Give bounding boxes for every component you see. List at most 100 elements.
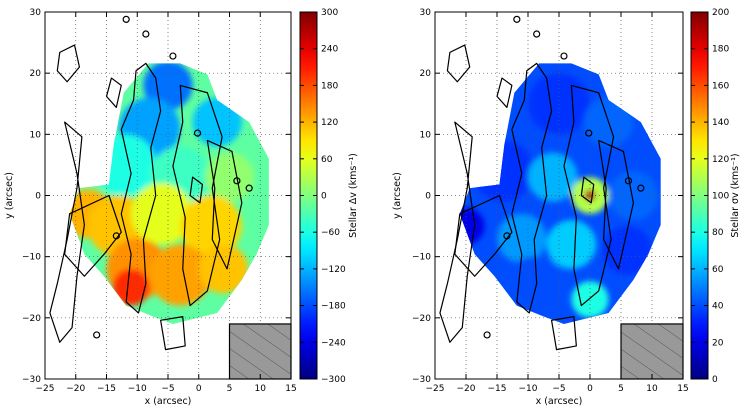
colorbar-tick-label: 100 xyxy=(712,192,729,202)
contour xyxy=(56,44,81,83)
colorbar-tick-label: 0 xyxy=(321,192,327,202)
field-blob xyxy=(459,237,462,252)
panel-1: −25 −20 −15 −10 −5 0 5 10 15 −30 −20 −10 0 10 20 30 x (a… xyxy=(4,8,359,407)
x-tick-label: −10 xyxy=(128,384,147,394)
colorbar-tick-label: 240 xyxy=(321,45,338,55)
contour-knot xyxy=(624,177,633,185)
field-blob xyxy=(528,73,590,135)
contour xyxy=(496,77,513,109)
contour-knot xyxy=(142,30,150,38)
field-blob xyxy=(149,244,212,306)
field-blob xyxy=(528,152,578,202)
y-tick-label: −10 xyxy=(22,253,41,263)
y-tick-label: −20 xyxy=(22,314,41,324)
field-blob xyxy=(69,237,71,252)
x-tick-label: 0 xyxy=(587,384,593,394)
contour-knot xyxy=(193,129,202,137)
field-blob xyxy=(143,63,193,110)
colorbar-tick-label: −60 xyxy=(321,228,340,238)
contour-knot xyxy=(112,232,120,240)
contour-knot xyxy=(533,30,541,38)
contour xyxy=(206,139,243,270)
y-tick-label: 0 xyxy=(35,192,41,202)
contour xyxy=(105,77,122,109)
colorbar-tick-label: 60 xyxy=(712,265,724,275)
contour-knot xyxy=(93,331,101,339)
contour xyxy=(446,44,471,83)
x-tick-label: 5 xyxy=(618,384,624,394)
y-tick-label: 0 xyxy=(425,192,431,202)
contour xyxy=(172,84,223,307)
x-axis-label: x (arcsec) xyxy=(536,396,583,407)
colorbar-tick-label: 120 xyxy=(712,155,729,165)
contour xyxy=(580,176,595,204)
x-tick-label: −10 xyxy=(519,384,538,394)
y-tick-label: −20 xyxy=(412,314,431,324)
y-tick-label: 10 xyxy=(420,130,432,140)
contour-knot xyxy=(560,52,568,60)
contour-knot xyxy=(483,331,491,339)
contour-knot xyxy=(585,129,593,137)
y-tick-label: 20 xyxy=(30,69,42,79)
x-tick-label: −25 xyxy=(426,384,445,394)
x-tick-label: 0 xyxy=(196,384,202,394)
field-blob xyxy=(472,140,535,202)
colorbar-tick-label: 0 xyxy=(712,375,718,385)
colorbar-tick-label: 140 xyxy=(712,118,729,128)
contour xyxy=(454,194,513,277)
masked-region xyxy=(620,323,684,380)
contour xyxy=(189,176,204,204)
colorbar-tick-label: 20 xyxy=(712,338,724,348)
colorbar-tick-label: 160 xyxy=(712,81,729,91)
field-blob xyxy=(112,268,150,306)
y-tick-label: 10 xyxy=(30,130,42,140)
colorbar-label: Stellar σv (kms⁻¹) xyxy=(730,153,741,237)
colorbar-tick-label: −180 xyxy=(321,302,346,312)
colorbar: −300 −240 −180 −120 −60 0 60 120 180 240 300 Stella… xyxy=(299,8,359,385)
contour-knot xyxy=(637,184,645,192)
colorbar-label: Stellar Δv (kms⁻¹) xyxy=(348,153,359,238)
x-tick-label: −20 xyxy=(457,384,476,394)
contours xyxy=(439,15,645,351)
y-tick-label: −30 xyxy=(22,375,41,385)
contour xyxy=(120,62,162,314)
field-blob xyxy=(503,256,566,318)
colorbar-tick-label: 40 xyxy=(712,302,724,312)
colorbar-tick-label: −240 xyxy=(321,338,346,348)
x-tick-label: −15 xyxy=(488,384,507,394)
colorbar-tick-label: 180 xyxy=(321,81,338,91)
x-tick-label: −15 xyxy=(97,384,116,394)
field-blob xyxy=(546,219,597,269)
contour-knot xyxy=(503,232,511,240)
field-blob xyxy=(180,195,242,257)
x-tick-label: −5 xyxy=(161,384,174,394)
grid xyxy=(435,12,683,379)
x-tick-label: −5 xyxy=(552,384,565,394)
x-tick-label: 10 xyxy=(255,384,267,394)
y-axis-label: y (arcsec) xyxy=(4,172,15,219)
y-tick-label: 20 xyxy=(420,69,432,79)
y-tick-label: −10 xyxy=(412,253,431,263)
colorbar-tick-label: 180 xyxy=(712,45,729,55)
contours xyxy=(49,15,253,351)
x-tick-label: 15 xyxy=(285,384,296,394)
field-blobs xyxy=(69,63,255,306)
contour-knot xyxy=(122,15,130,23)
x-tick-label: 10 xyxy=(646,384,658,394)
y-axis-label: y (arcsec) xyxy=(392,172,403,219)
colorbar-tick-label: 300 xyxy=(321,8,338,18)
contour xyxy=(563,84,615,307)
colorbar-tick-label: −300 xyxy=(321,375,346,385)
panel-2: −25 −20 −15 −10 −5 0 5 10 15 −30 −20 −10 0 10 20 30 x (a… xyxy=(392,8,741,407)
contour xyxy=(160,316,186,351)
contour-knot xyxy=(513,15,521,23)
field-blob xyxy=(608,171,659,220)
contour xyxy=(439,121,476,343)
contour xyxy=(64,194,122,277)
field-blob xyxy=(459,207,485,245)
field-blob xyxy=(198,244,248,294)
contour-knot xyxy=(245,184,253,192)
contour xyxy=(511,62,553,314)
contour xyxy=(550,316,577,351)
